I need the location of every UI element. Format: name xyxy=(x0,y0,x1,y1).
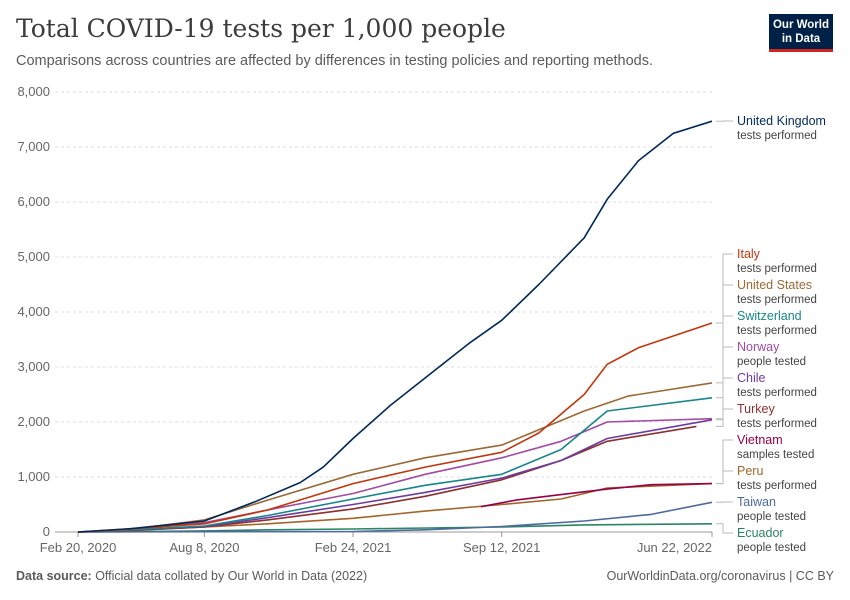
x-tick-label: Aug 8, 2020 xyxy=(169,540,239,555)
x-tick-label: Sep 12, 2021 xyxy=(463,540,540,555)
chart-subtitle: Comparisons across countries are affecte… xyxy=(16,53,654,69)
series-line-turkey xyxy=(77,425,697,533)
y-tick-label: 1,000 xyxy=(17,469,50,484)
legend-connector xyxy=(716,523,733,534)
credit-link[interactable]: OurWorldinData.org/coronavirus | CC BY xyxy=(606,569,834,583)
series-line-united-kingdom xyxy=(77,120,713,533)
y-tick-label: 6,000 xyxy=(17,194,50,209)
legend-note-taiwan: people tested xyxy=(737,511,806,523)
line-chart[interactable]: 0 1,000 2,000 3,000 4,000 5,000 6,000 7,000 8,00… xyxy=(0,0,850,560)
chart-title: Total COVID-19 tests per 1,000 people xyxy=(16,14,506,43)
logo-line-2: in Data xyxy=(781,33,821,45)
y-tick-label: 7,000 xyxy=(17,139,50,154)
series-line-italy xyxy=(77,322,713,533)
legend-label-taiwan: Taiwan xyxy=(737,495,776,509)
legend-label-switzerland: Switzerland xyxy=(737,309,802,323)
y-tick-label: 0 xyxy=(43,524,50,539)
series-line-taiwan xyxy=(77,501,713,533)
legend-label-peru: Peru xyxy=(737,464,763,478)
series-line-vietnam xyxy=(480,482,713,508)
legend-note-italy: tests performed xyxy=(737,263,817,275)
legend-label-chile: Chile xyxy=(737,371,766,385)
x-tick-label: Jun 22, 2022 xyxy=(637,540,712,555)
source-text: Official data collated by Our World in D… xyxy=(91,569,368,583)
legend-label-united-kingdom: United Kingdom xyxy=(737,114,826,128)
legend-connector xyxy=(716,284,733,384)
data-source: Data source: Official data collated by O… xyxy=(16,569,367,583)
legend-label-italy: Italy xyxy=(737,247,761,261)
legend-label-vietnam: Vietnam xyxy=(737,433,783,447)
legend-note-united-states: tests performed xyxy=(737,294,817,306)
legend-connector xyxy=(716,408,733,427)
legend-label-united-states: United States xyxy=(737,278,812,292)
y-tick-label: 3,000 xyxy=(17,359,50,374)
legend-connector xyxy=(716,315,733,399)
owid-logo[interactable]: Our World in Data xyxy=(769,14,833,52)
y-tick-label: 2,000 xyxy=(17,414,50,429)
series-line-chile xyxy=(77,419,713,533)
series-line-norway xyxy=(77,417,713,533)
source-label: Data source: xyxy=(16,569,92,583)
legend-connector xyxy=(716,439,733,485)
logo-line-1: Our World xyxy=(772,19,829,31)
legend-note-ecuador: people tested xyxy=(737,542,806,554)
y-tick-label: 4,000 xyxy=(17,304,50,319)
series-line-switzerland xyxy=(77,397,713,533)
x-tick-label: Feb 20, 2020 xyxy=(40,540,117,555)
legend-label-turkey: Turkey xyxy=(737,402,775,416)
legend-note-peru: tests performed xyxy=(737,480,817,492)
legend-note-vietnam: samples tested xyxy=(737,449,814,461)
legend-note-switzerland: tests performed xyxy=(737,325,817,337)
y-tick-label: 8,000 xyxy=(17,84,50,99)
legend-note-united-kingdom: tests performed xyxy=(737,130,817,142)
legend-connector xyxy=(716,470,733,485)
legend-connector xyxy=(716,377,733,421)
series-line-united-states xyxy=(77,382,713,533)
legend-label-ecuador: Ecuador xyxy=(737,526,784,540)
legend-note-turkey: tests performed xyxy=(737,418,817,430)
legend-connector xyxy=(716,253,733,324)
legend-note-chile: tests performed xyxy=(737,387,817,399)
x-tick-label: Feb 24, 2021 xyxy=(315,540,392,555)
legend-note-norway: people tested xyxy=(737,356,806,368)
legend-label-norway: Norway xyxy=(737,340,780,354)
y-tick-label: 5,000 xyxy=(17,249,50,264)
